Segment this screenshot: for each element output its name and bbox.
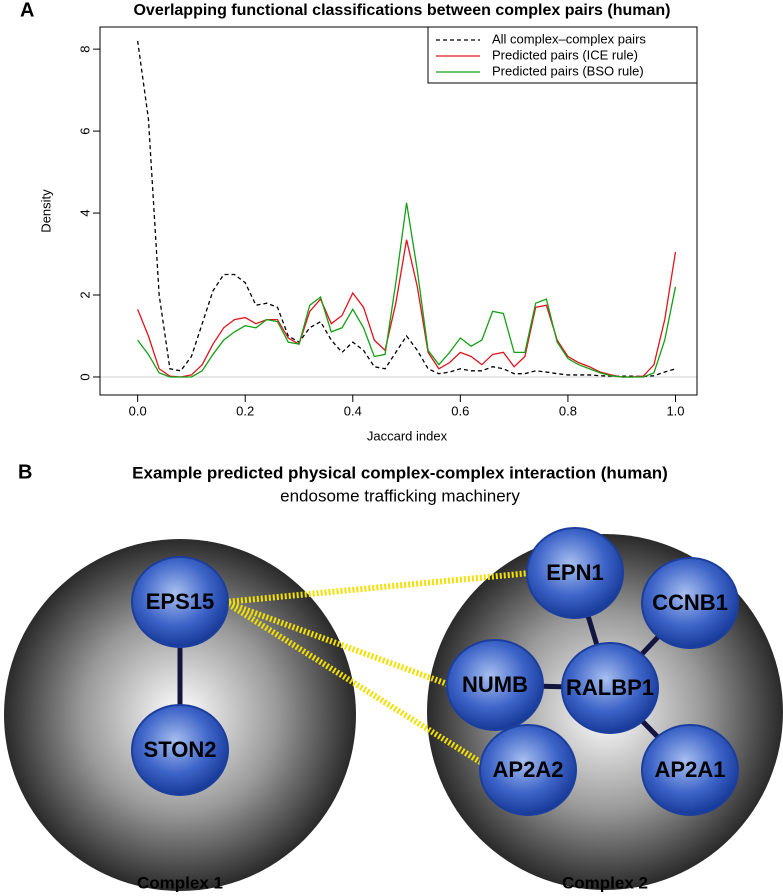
node xyxy=(131,704,229,796)
chart-title: Overlapping functional classifications b… xyxy=(133,2,670,19)
x-tick-label: 0.8 xyxy=(559,403,577,418)
node-label: AP2A1 xyxy=(655,757,726,782)
x-axis-label: Jaccard index xyxy=(367,428,448,443)
series-line xyxy=(137,239,677,378)
series-line xyxy=(137,40,676,378)
node xyxy=(526,527,624,619)
series-line xyxy=(137,202,677,378)
node xyxy=(641,557,739,649)
y-tick-label: 6 xyxy=(77,127,92,134)
cross-edge xyxy=(224,570,531,605)
panel-label: B xyxy=(18,461,32,483)
node-label: NUMB xyxy=(462,672,528,697)
x-tick-label: 0.0 xyxy=(129,403,147,418)
x-tick-label: 1.0 xyxy=(666,403,684,418)
node-label: AP2A2 xyxy=(493,757,564,782)
legend-label: Predicted pairs (BSO rule) xyxy=(492,63,644,78)
node xyxy=(561,642,659,734)
node-label: RALBP1 xyxy=(566,675,654,700)
node xyxy=(446,639,544,731)
y-tick-label: 8 xyxy=(77,46,92,53)
plot-frame xyxy=(99,26,698,396)
x-tick-label: 0.6 xyxy=(451,403,469,418)
cross-edges xyxy=(223,570,531,768)
node xyxy=(479,724,577,816)
y-axis-label: Density xyxy=(38,189,53,233)
node-label: EPS15 xyxy=(146,589,215,614)
y-tick-label: 4 xyxy=(77,209,92,216)
node-label: STON2 xyxy=(144,737,217,762)
complex-label: Complex 1 xyxy=(137,873,223,892)
panel-label: A xyxy=(20,0,34,21)
diagram-subtitle: endosome trafficking machinery xyxy=(280,486,520,505)
plot: 0.0 0.2 0.4 0.6 0.8 1.0 0 2 4 6 8 All complex–compl… xyxy=(77,26,698,418)
nodes: EPS15 STON2 EPN1 CCNB1 NUMB RALBP1 AP2A2 AP2A1 xyxy=(131,527,739,816)
legend-label: Predicted pairs (ICE rule) xyxy=(492,47,638,62)
node xyxy=(131,556,229,648)
node-label: CCNB1 xyxy=(652,590,728,615)
y-tick-label: 2 xyxy=(77,291,92,298)
legend-box xyxy=(427,26,698,84)
complex-label: Complex 2 xyxy=(562,873,648,892)
legend-label: All complex–complex pairs xyxy=(492,31,646,46)
node-label: EPN1 xyxy=(546,560,603,585)
diagram-title: Example predicted physical complex-compl… xyxy=(132,463,668,482)
y-tick-label: 0 xyxy=(77,373,92,380)
node xyxy=(641,724,739,816)
x-tick-label: 0.2 xyxy=(236,403,254,418)
x-tick-label: 0.4 xyxy=(344,403,362,418)
cross-edge xyxy=(223,599,487,768)
